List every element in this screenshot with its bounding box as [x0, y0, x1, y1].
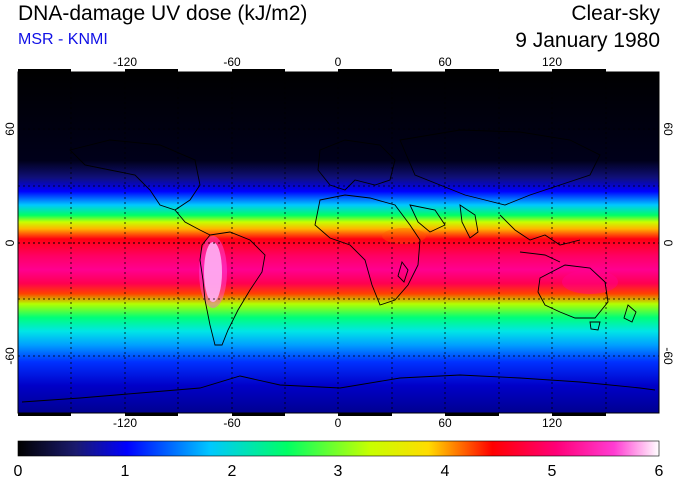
lon-label-bottom: -60 — [223, 416, 241, 430]
sky-condition-label: Clear-sky — [571, 2, 660, 25]
lat-label-left: -60 — [3, 347, 17, 365]
lon-label-top: -120 — [113, 55, 137, 69]
graticule — [18, 72, 659, 413]
lon-label-top: 0 — [335, 55, 342, 69]
lon-label-top: 120 — [542, 55, 562, 69]
andes-high-dose — [204, 242, 222, 302]
lat-label-left: 60 — [3, 122, 17, 136]
colorbar-label: 5 — [548, 463, 557, 480]
map-title: DNA-damage UV dose (kJ/m2) — [18, 2, 308, 25]
lon-label-bottom: -120 — [113, 416, 137, 430]
lat-label-right: 60 — [661, 122, 675, 136]
lon-label-bottom: 0 — [335, 416, 342, 430]
colorbar-label: 6 — [655, 463, 664, 480]
lon-label-bottom: 120 — [542, 416, 562, 430]
frame-ticks — [18, 69, 606, 416]
lat-label-right: -60 — [661, 347, 675, 365]
colorbar-label: 2 — [228, 463, 237, 480]
colorbar-label: 3 — [334, 463, 343, 480]
colorbar-label: 1 — [121, 463, 130, 480]
coastlines — [21, 129, 656, 403]
source-label: MSR - KNMI — [18, 31, 108, 48]
colorbar — [17, 440, 660, 457]
lon-label-bottom: 60 — [438, 416, 452, 430]
lat-label-left: 0 — [3, 239, 17, 246]
lon-label-top: 60 — [438, 55, 452, 69]
colorbar-label: 4 — [441, 463, 450, 480]
lat-label-right: 0 — [661, 240, 675, 247]
colorbar-label: 0 — [14, 463, 23, 480]
lon-label-top: -60 — [223, 55, 241, 69]
date-label: 9 January 1980 — [515, 29, 660, 52]
